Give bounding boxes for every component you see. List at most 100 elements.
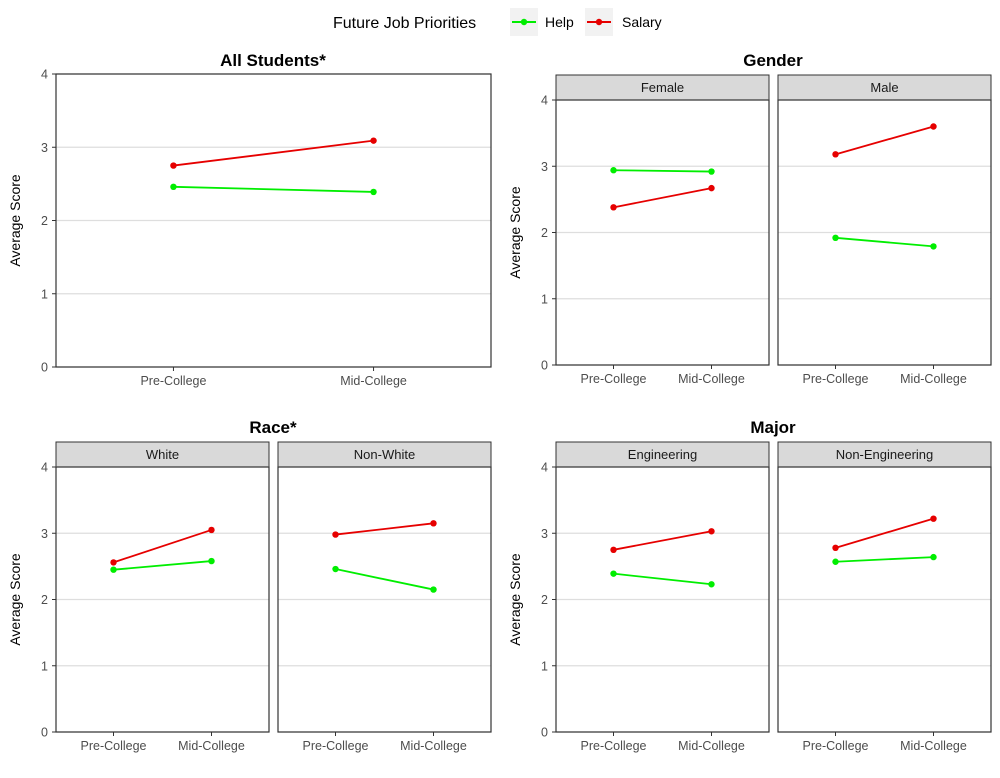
panel-border <box>777 466 992 733</box>
data-point-salary <box>708 184 715 192</box>
data-point-salary <box>930 123 937 130</box>
panel-border <box>555 466 770 733</box>
data-point-salary <box>708 528 715 535</box>
strip-background <box>277 441 492 468</box>
y-tick-label: 1 <box>541 292 548 306</box>
y-tick-label: 3 <box>41 141 48 155</box>
panel-engineering: Engineering Pre-College Mid-College <box>555 441 770 753</box>
strip-label: White <box>146 447 179 462</box>
legend: Future Job Priorities Help Salary <box>333 8 662 36</box>
panel-non-white: Non-White Pre-College Mid-College <box>277 441 492 753</box>
data-point-help <box>708 581 715 588</box>
y-tick-label: 4 <box>541 94 548 108</box>
strip-background <box>55 441 270 468</box>
data-point-salary <box>332 531 339 538</box>
y-tick-label: 1 <box>541 659 548 673</box>
x-tick-label: Pre-College <box>81 739 147 753</box>
series-line-help <box>613 572 712 586</box>
x-tick-label: Mid-College <box>178 739 245 753</box>
series-line-help <box>835 556 934 563</box>
y-tick-label: 3 <box>541 527 548 541</box>
data-point-help <box>610 167 617 174</box>
data-point-salary <box>610 546 617 554</box>
x-tick-label: Pre-College <box>581 372 647 386</box>
series-line-salary <box>335 522 434 536</box>
y-tick-label: 0 <box>541 359 548 373</box>
y-axis-title: Average Score <box>7 174 23 267</box>
panel-border <box>277 466 492 733</box>
series-line-salary <box>613 187 712 209</box>
series-line-salary <box>613 530 712 551</box>
chart-3: Major Average Score 0 1 2 3 4 Engineering Pre-Co… <box>507 418 992 753</box>
y-tick-label: 2 <box>541 593 548 607</box>
panel-all: Pre-College Mid-College <box>55 73 492 388</box>
series-line-help <box>173 185 374 193</box>
data-point-salary <box>370 137 377 144</box>
y-tick-label: 2 <box>41 593 48 607</box>
series-line-help <box>835 236 934 248</box>
series-line-salary <box>835 125 934 156</box>
chart-title: Race* <box>249 418 297 437</box>
y-tick-label: 3 <box>41 527 48 541</box>
panel-non-engineering: Non-Engineering Pre-College Mid-College <box>777 441 992 753</box>
y-tick-label: 1 <box>41 287 48 301</box>
strip-label: Male <box>870 80 898 95</box>
charts: All Students* Average Score 0 1 2 3 4 Pre-Colle… <box>7 51 992 753</box>
chart-title: All Students* <box>220 51 326 70</box>
data-point-salary <box>610 204 617 211</box>
y-tick-label: 4 <box>541 461 548 475</box>
strip-label: Non-Engineering <box>836 447 934 462</box>
legend-label-help: Help <box>545 14 574 30</box>
data-point-help <box>208 557 215 565</box>
x-tick-label: Pre-College <box>803 739 869 753</box>
y-tick-label: 3 <box>541 160 548 174</box>
panel-white: White Pre-College Mid-College <box>55 441 270 753</box>
data-point-help <box>430 586 437 593</box>
panel-border <box>55 466 270 733</box>
y-axis-title: Average Score <box>507 186 523 279</box>
legend-label-salary: Salary <box>622 14 662 30</box>
x-tick-label: Pre-College <box>803 372 869 386</box>
data-point-salary <box>430 520 437 527</box>
data-point-help <box>930 243 937 250</box>
y-tick-label: 0 <box>41 726 48 740</box>
y-tick-label: 4 <box>41 68 48 82</box>
y-axis-title: Average Score <box>7 553 23 646</box>
data-point-salary <box>930 515 937 522</box>
data-point-help <box>930 553 937 561</box>
strip-background <box>555 441 770 468</box>
panel-male: Male Pre-College Mid-College <box>777 74 992 386</box>
strip-background <box>777 441 992 468</box>
data-point-salary <box>832 151 839 158</box>
x-tick-label: Mid-College <box>678 739 745 753</box>
data-point-help <box>832 234 839 241</box>
data-point-help <box>370 188 377 196</box>
data-point-help <box>832 558 839 565</box>
legend-point-help <box>520 18 528 26</box>
panel-border <box>55 73 492 368</box>
data-point-salary <box>832 544 839 552</box>
chart-title: Gender <box>743 51 803 70</box>
y-tick-label: 2 <box>41 214 48 228</box>
data-point-salary <box>170 162 177 169</box>
x-tick-label: Pre-College <box>581 739 647 753</box>
x-tick-label: Mid-College <box>678 372 745 386</box>
series-line-salary <box>173 139 374 167</box>
legend-point-salary <box>595 18 603 26</box>
x-tick-label: Pre-College <box>140 374 206 388</box>
chart-2: Race* Average Score 0 1 2 3 4 White Pre-College M… <box>7 418 492 753</box>
y-axis-title: Average Score <box>507 553 523 646</box>
data-point-help <box>708 168 715 175</box>
panel-border <box>555 99 770 366</box>
series-line-help <box>113 560 212 571</box>
series-line-help <box>335 568 434 591</box>
y-tick-label: 0 <box>41 361 48 375</box>
x-tick-label: Mid-College <box>340 374 407 388</box>
legend-title: Future Job Priorities <box>333 15 476 32</box>
series-line-salary <box>113 529 212 564</box>
chart-0: All Students* Average Score 0 1 2 3 4 Pre-Colle… <box>7 51 492 388</box>
x-tick-label: Mid-College <box>900 739 967 753</box>
chart-title: Major <box>750 418 796 437</box>
data-point-help <box>332 565 339 573</box>
